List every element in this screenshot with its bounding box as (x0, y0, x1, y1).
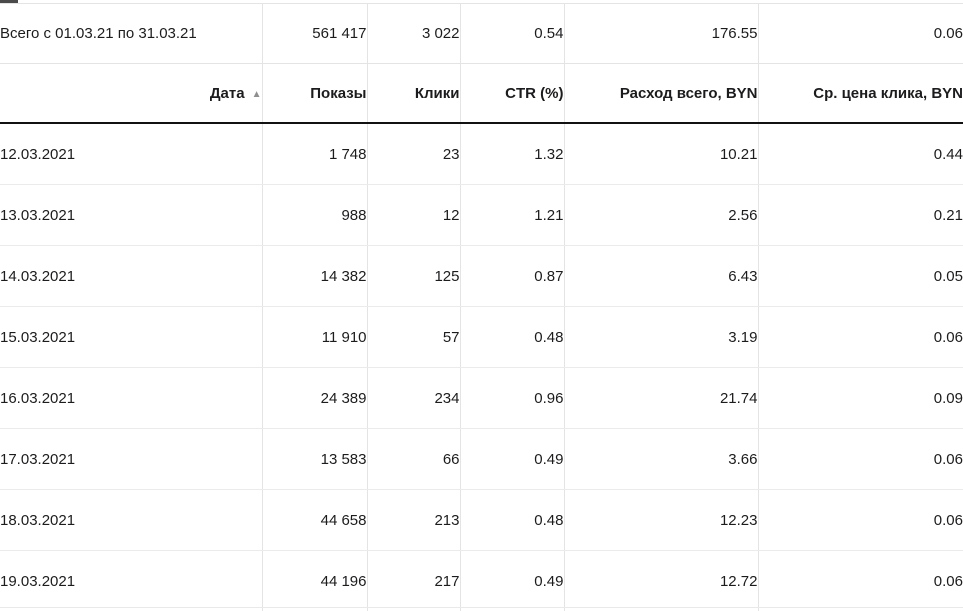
table-row: 19.03.2021 44 196 217 0.49 12.72 0.06 (0, 550, 963, 611)
sort-ascending-icon: ▲ (251, 88, 262, 100)
column-header-cost[interactable]: Расход всего, BYN (564, 63, 759, 124)
ctr-cell: 0.48 (460, 489, 565, 551)
date-cell: 14.03.2021 (0, 245, 263, 307)
avg-cpc-cell: 0.06 (758, 306, 963, 368)
statistics-table: Всего с 01.03.21 по 31.03.21 561 417 3 0… (0, 3, 963, 611)
cost-cell: 3.19 (564, 306, 759, 368)
avg-cpc-cell: 0.44 (758, 123, 963, 185)
ctr-cell: 0.49 (460, 550, 565, 611)
clicks-cell: 234 (367, 367, 461, 429)
cost-cell: 12.72 (564, 550, 759, 611)
date-cell: 12.03.2021 (0, 123, 263, 185)
impressions-cell: 14 382 (262, 245, 368, 307)
date-cell: 19.03.2021 (0, 550, 263, 611)
total-row: Всего с 01.03.21 по 31.03.21 561 417 3 0… (0, 3, 963, 64)
ctr-cell: 1.32 (460, 123, 565, 185)
scrollbar-fragment (0, 0, 18, 3)
avg-cpc-cell: 0.06 (758, 428, 963, 490)
table-row: 14.03.2021 14 382 125 0.87 6.43 0.05 (0, 245, 963, 307)
clicks-cell: 57 (367, 306, 461, 368)
impressions-cell: 988 (262, 184, 368, 246)
column-header-impressions[interactable]: Показы (262, 63, 368, 124)
ctr-cell: 0.48 (460, 306, 565, 368)
impressions-cell: 13 583 (262, 428, 368, 490)
avg-cpc-cell: 0.05 (758, 245, 963, 307)
table-bottom-divider (0, 607, 963, 608)
date-cell: 17.03.2021 (0, 428, 263, 490)
ctr-cell: 0.49 (460, 428, 565, 490)
total-ctr: 0.54 (460, 3, 565, 64)
column-header-avg-cpc[interactable]: Ср. цена клика, BYN (758, 63, 963, 124)
clicks-cell: 12 (367, 184, 461, 246)
table-row: 15.03.2021 11 910 57 0.48 3.19 0.06 (0, 306, 963, 368)
total-clicks: 3 022 (367, 3, 461, 64)
column-header-date[interactable]: Дата ▲ (0, 63, 263, 124)
cost-cell: 6.43 (564, 245, 759, 307)
impressions-cell: 44 658 (262, 489, 368, 551)
clicks-cell: 217 (367, 550, 461, 611)
clicks-cell: 213 (367, 489, 461, 551)
ctr-cell: 0.96 (460, 367, 565, 429)
column-header-clicks[interactable]: Клики (367, 63, 461, 124)
table-row: 18.03.2021 44 658 213 0.48 12.23 0.06 (0, 489, 963, 551)
cost-cell: 2.56 (564, 184, 759, 246)
table-row: 13.03.2021 988 12 1.21 2.56 0.21 (0, 184, 963, 246)
cost-cell: 3.66 (564, 428, 759, 490)
cost-cell: 21.74 (564, 367, 759, 429)
table-row: 12.03.2021 1 748 23 1.32 10.21 0.44 (0, 123, 963, 185)
table-row: 17.03.2021 13 583 66 0.49 3.66 0.06 (0, 428, 963, 490)
clicks-cell: 125 (367, 245, 461, 307)
avg-cpc-cell: 0.21 (758, 184, 963, 246)
total-avg-cpc: 0.06 (758, 3, 963, 64)
column-header-date-label: Дата (209, 84, 245, 102)
cost-cell: 10.21 (564, 123, 759, 185)
clicks-cell: 23 (367, 123, 461, 185)
date-cell: 16.03.2021 (0, 367, 263, 429)
column-header-ctr[interactable]: CTR (%) (460, 63, 565, 124)
date-cell: 18.03.2021 (0, 489, 263, 551)
avg-cpc-cell: 0.09 (758, 367, 963, 429)
ctr-cell: 0.87 (460, 245, 565, 307)
total-label: Всего с 01.03.21 по 31.03.21 (0, 3, 263, 64)
avg-cpc-cell: 0.06 (758, 550, 963, 611)
impressions-cell: 44 196 (262, 550, 368, 611)
ctr-cell: 1.21 (460, 184, 565, 246)
table-row: 16.03.2021 24 389 234 0.96 21.74 0.09 (0, 367, 963, 429)
cost-cell: 12.23 (564, 489, 759, 551)
total-cost: 176.55 (564, 3, 759, 64)
header-row: Дата ▲ Показы Клики CTR (%) Расход всего,… (0, 63, 963, 124)
date-cell: 15.03.2021 (0, 306, 263, 368)
impressions-cell: 1 748 (262, 123, 368, 185)
impressions-cell: 11 910 (262, 306, 368, 368)
total-impressions: 561 417 (262, 3, 368, 64)
clicks-cell: 66 (367, 428, 461, 490)
date-cell: 13.03.2021 (0, 184, 263, 246)
avg-cpc-cell: 0.06 (758, 489, 963, 551)
impressions-cell: 24 389 (262, 367, 368, 429)
